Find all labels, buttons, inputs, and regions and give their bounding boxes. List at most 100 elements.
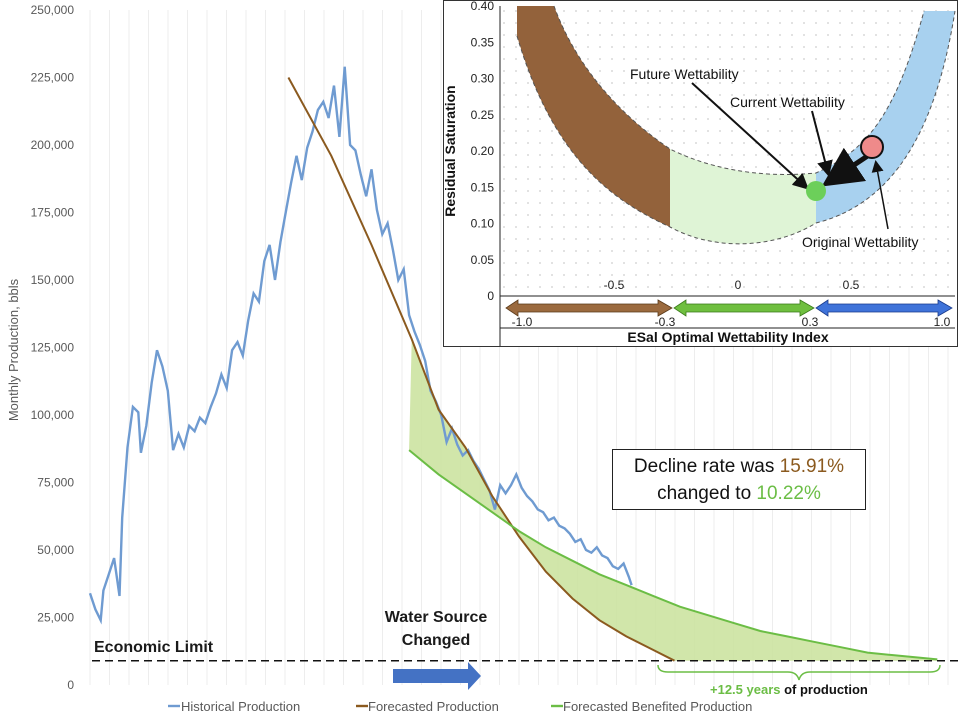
grid-dot <box>671 286 673 288</box>
grid-dot <box>755 58 757 60</box>
grid-dot <box>935 178 937 180</box>
grid-dot <box>623 262 625 264</box>
grid-dot <box>527 118 529 120</box>
grid-dot <box>611 34 613 36</box>
grid-dot <box>767 118 769 120</box>
grid-dot <box>851 22 853 24</box>
grid-dot <box>575 178 577 180</box>
grid-dot <box>503 22 505 24</box>
grid-dot <box>935 166 937 168</box>
grid-dot <box>827 286 829 288</box>
grid-dot <box>755 106 757 108</box>
grid-dot <box>827 118 829 120</box>
grid-dot <box>575 214 577 216</box>
grid-dot <box>683 46 685 48</box>
grid-dot <box>527 178 529 180</box>
grid-dot <box>887 10 889 12</box>
grid-dot <box>671 250 673 252</box>
inset-y-tick-label: 0.20 <box>471 144 495 158</box>
grid-dot <box>887 70 889 72</box>
grid-dot <box>719 250 721 252</box>
grid-dot <box>755 250 757 252</box>
original-arrow <box>871 160 889 230</box>
grid-dot <box>575 262 577 264</box>
grid-dot <box>839 70 841 72</box>
grid-dot <box>803 286 805 288</box>
grid-dot <box>935 238 937 240</box>
grid-dot <box>839 142 841 144</box>
grid-dot <box>551 226 553 228</box>
grid-dot <box>611 82 613 84</box>
y-tick-label: 150,000 <box>31 273 75 287</box>
grid-dot <box>707 274 709 276</box>
grid-dot <box>815 106 817 108</box>
grid-dot <box>875 82 877 84</box>
grid-dot <box>827 22 829 24</box>
grid-dot <box>911 226 913 228</box>
grid-dot <box>851 238 853 240</box>
grid-dot <box>779 46 781 48</box>
grid-dot <box>563 250 565 252</box>
grid-dot <box>875 262 877 264</box>
grid-dot <box>875 250 877 252</box>
grid-dot <box>575 250 577 252</box>
grid-dot <box>527 154 529 156</box>
grid-dot <box>839 94 841 96</box>
grid-dot <box>923 238 925 240</box>
grid-dot <box>803 250 805 252</box>
grid-dot <box>707 34 709 36</box>
grid-dot <box>815 262 817 264</box>
grid-dot <box>515 70 517 72</box>
grid-dot <box>515 250 517 252</box>
grid-dot <box>911 154 913 156</box>
grid-dot <box>875 10 877 12</box>
grid-dot <box>683 22 685 24</box>
grid-dot <box>671 130 673 132</box>
grid-dot <box>767 286 769 288</box>
grid-dot <box>791 166 793 168</box>
grid-dot <box>707 154 709 156</box>
series-forecasted-benefited-production <box>408 449 938 661</box>
grid-dot <box>827 262 829 264</box>
label-current: Current Wettability <box>730 94 845 110</box>
grid-dot <box>623 226 625 228</box>
grid-dot <box>911 190 913 192</box>
range-label-3: 0.3 <box>802 315 819 329</box>
grid-dot <box>899 190 901 192</box>
grid-dot <box>803 238 805 240</box>
grid-dot <box>623 214 625 216</box>
decline-line-1: Decline rate was 15.91% <box>633 456 845 477</box>
grid-dot <box>515 58 517 60</box>
grid-dot <box>707 250 709 252</box>
grid-dot <box>539 118 541 120</box>
grid-dot <box>551 286 553 288</box>
grid-dot <box>527 274 529 276</box>
grid-dot <box>779 10 781 12</box>
grid-dot <box>899 46 901 48</box>
grid-dot <box>539 250 541 252</box>
grid-dot <box>911 178 913 180</box>
grid-dot <box>731 58 733 60</box>
grid-dot <box>791 22 793 24</box>
y-tick-label: 50,000 <box>37 543 74 557</box>
grid-dot <box>743 94 745 96</box>
grid-dot <box>683 10 685 12</box>
grid-dot <box>623 238 625 240</box>
y-tick-label: 200,000 <box>31 138 75 152</box>
grid-dot <box>515 226 517 228</box>
grid-dot <box>791 46 793 48</box>
grid-dot <box>899 250 901 252</box>
grid-dot <box>839 106 841 108</box>
grid-dot <box>599 214 601 216</box>
grid-dot <box>635 262 637 264</box>
grid-dot <box>743 46 745 48</box>
future-arrow <box>691 82 809 190</box>
grid-dot <box>839 250 841 252</box>
grid-dot <box>911 238 913 240</box>
grid-dot <box>839 274 841 276</box>
grid-dot <box>575 286 577 288</box>
grid-dot <box>563 214 565 216</box>
grid-dot <box>839 34 841 36</box>
grid-dot <box>779 22 781 24</box>
grid-dot <box>827 58 829 60</box>
